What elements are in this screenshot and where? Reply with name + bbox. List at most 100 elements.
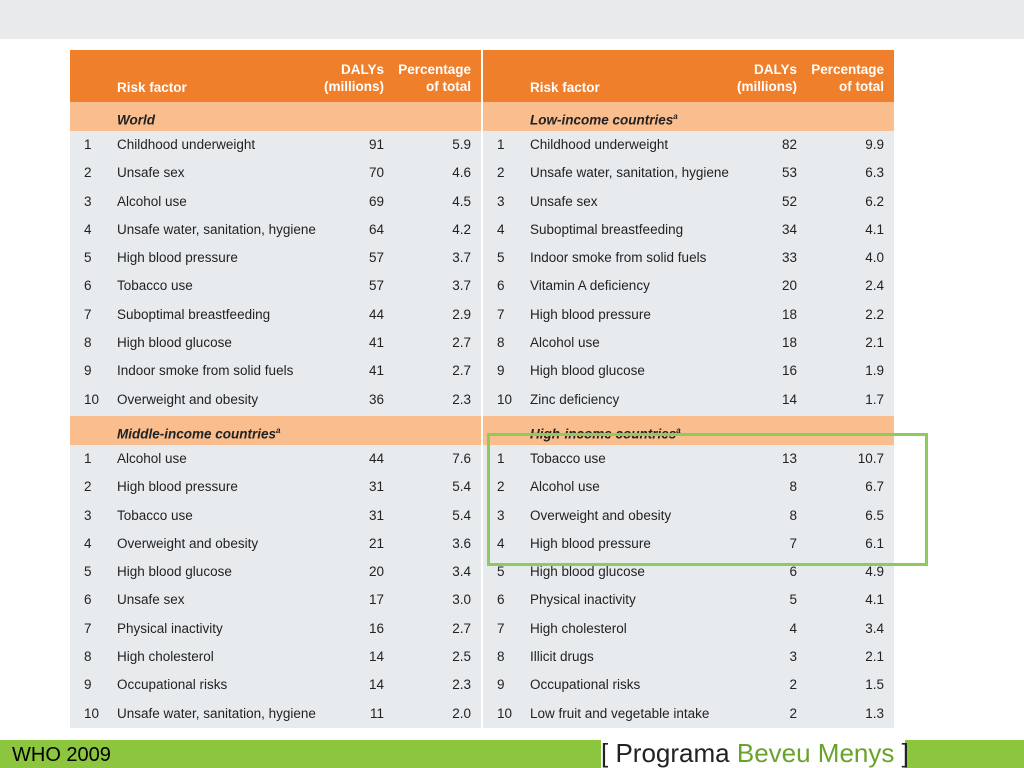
- table-header-right: Risk factor DALYs (millions) Percentage …: [483, 50, 894, 102]
- risk-factor-cell: Physical inactivity: [117, 620, 223, 636]
- dalys-cell: 34: [781, 221, 797, 237]
- percentage-cell: 5.4: [452, 479, 471, 495]
- risk-factor-cell: Physical inactivity: [530, 592, 636, 608]
- table-row: 10 Unsafe water, sanitation, hygiene 11 2.0: [70, 700, 481, 728]
- table-row: 7 Suboptimal breastfeeding 44 2.9: [70, 301, 481, 329]
- percentage-cell: 4.2: [452, 221, 471, 237]
- header-risk-factor: Risk factor: [117, 80, 187, 95]
- dalys-cell: 57: [368, 250, 384, 266]
- rank-cell: 3: [497, 507, 505, 523]
- percentage-cell: 5.9: [452, 137, 471, 152]
- dalys-cell: 3: [789, 649, 797, 665]
- rank-cell: 9: [497, 677, 505, 693]
- rank-cell: 3: [84, 193, 92, 209]
- risk-factor-cell: High blood pressure: [530, 306, 651, 322]
- dalys-cell: 11: [369, 705, 384, 721]
- rank-cell: 9: [84, 363, 92, 379]
- header-dalys: DALYs (millions): [324, 61, 384, 95]
- rank-cell: 4: [84, 535, 92, 551]
- header-percentage: Percentage of total: [811, 61, 884, 95]
- risk-factor-cell: Illicit drugs: [530, 649, 594, 665]
- brand-word-beveu-menys: Beveu Menys: [736, 738, 895, 768]
- percentage-cell: 2.7: [452, 620, 471, 636]
- brand-bracket-open: [: [601, 738, 609, 768]
- table-row: 2 Alcohol use 8 6.7: [483, 473, 894, 501]
- rows-middle-income: 1 Alcohol use 44 7.6 2 High blood pressure 31 5…: [70, 445, 481, 728]
- risk-factor-cell: Unsafe water, sanitation, hygiene: [117, 705, 316, 721]
- percentage-cell: 2.5: [452, 649, 471, 665]
- section-title: Low-income countriesa: [530, 102, 678, 135]
- risk-factor-cell: Tobacco use: [530, 451, 606, 466]
- rank-cell: 2: [497, 165, 505, 181]
- table-header-left: Risk factor DALYs (millions) Percentage …: [70, 50, 481, 102]
- risk-factor-cell: High blood pressure: [530, 535, 651, 551]
- table-row: 5 High blood glucose 6 4.9: [483, 558, 894, 586]
- table-row: 5 High blood glucose 20 3.4: [70, 558, 481, 586]
- percentage-cell: 6.2: [865, 193, 884, 209]
- risk-factor-cell: Overweight and obesity: [530, 507, 672, 523]
- risk-factor-cell: High blood glucose: [530, 564, 645, 580]
- header-pct-line2: of total: [839, 79, 884, 94]
- table-row: 5 Indoor smoke from solid fuels 33 4.0: [483, 244, 894, 272]
- section-title-text: Middle-income countries: [117, 426, 277, 442]
- rank-cell: 2: [497, 479, 505, 495]
- percentage-cell: 5.4: [452, 507, 471, 523]
- table-row: 10 Overweight and obesity 36 2.3: [70, 386, 481, 414]
- percentage-cell: 1.9: [865, 363, 884, 379]
- dalys-cell: 16: [368, 620, 384, 636]
- rank-cell: 8: [84, 649, 92, 665]
- risk-factor-table: Risk factor DALYs (millions) Percentage …: [70, 50, 894, 728]
- dalys-cell: 41: [368, 335, 384, 351]
- risk-factor-cell: Unsafe sex: [117, 165, 185, 181]
- table-row: 7 High blood pressure 18 2.2: [483, 301, 894, 329]
- rows-low-income: 1 Childhood underweight 82 9.9 2 Unsafe water…: [483, 131, 894, 414]
- percentage-cell: 1.7: [865, 391, 884, 407]
- table-row: 3 Unsafe sex 52 6.2: [483, 188, 894, 216]
- section-footnote: a: [673, 112, 678, 121]
- dalys-cell: 41: [368, 363, 384, 379]
- dalys-cell: 14: [368, 649, 384, 665]
- table-row: 2 Unsafe sex 70 4.6: [70, 159, 481, 187]
- header-dalys-line2: (millions): [737, 79, 797, 94]
- table-row: 2 High blood pressure 31 5.4: [70, 473, 481, 501]
- dalys-cell: 16: [781, 363, 797, 379]
- header-pct-line1: Percentage: [811, 62, 884, 77]
- table-row: 6 Unsafe sex 17 3.0: [70, 586, 481, 614]
- table-row: 6 Vitamin A deficiency 20 2.4: [483, 272, 894, 300]
- table-row: 9 Occupational risks 14 2.3: [70, 671, 481, 699]
- dalys-cell: 36: [368, 391, 384, 407]
- rank-cell: 6: [84, 278, 92, 294]
- dalys-cell: 13: [781, 451, 797, 466]
- risk-factor-cell: Suboptimal breastfeeding: [530, 221, 684, 237]
- risk-factor-cell: Overweight and obesity: [117, 535, 259, 551]
- table-row: 4 Unsafe water, sanitation, hygiene 64 4.2: [70, 216, 481, 244]
- section-title: Middle-income countriesa: [117, 416, 280, 449]
- table-row: 3 Alcohol use 69 4.5: [70, 188, 481, 216]
- percentage-cell: 10.7: [857, 451, 884, 466]
- rank-cell: 4: [84, 221, 92, 237]
- dalys-cell: 53: [781, 165, 797, 181]
- percentage-cell: 2.3: [452, 677, 471, 693]
- dalys-cell: 31: [368, 479, 384, 495]
- percentage-cell: 2.1: [865, 335, 884, 351]
- dalys-cell: 21: [368, 535, 384, 551]
- percentage-cell: 3.4: [452, 564, 471, 580]
- risk-factor-cell: Alcohol use: [117, 451, 187, 466]
- section-title: World: [117, 102, 155, 135]
- risk-factor-cell: Zinc deficiency: [530, 391, 620, 407]
- dalys-cell: 33: [781, 250, 797, 266]
- percentage-cell: 3.6: [452, 535, 471, 551]
- percentage-cell: 1.5: [865, 677, 884, 693]
- risk-factor-cell: High blood glucose: [117, 335, 232, 351]
- dalys-cell: 69: [368, 193, 384, 209]
- rank-cell: 7: [497, 620, 505, 636]
- header-risk-factor: Risk factor: [530, 80, 600, 95]
- risk-factor-cell: High cholesterol: [530, 620, 627, 636]
- percentage-cell: 2.0: [452, 705, 471, 721]
- rank-cell: 8: [497, 649, 505, 665]
- percentage-cell: 4.9: [865, 564, 884, 580]
- rank-cell: 2: [84, 479, 92, 495]
- rows-world: 1 Childhood underweight 91 5.9 2 Unsafe sex 70…: [70, 131, 481, 414]
- table-row: 5 High blood pressure 57 3.7: [70, 244, 481, 272]
- highlight-box: [487, 433, 928, 566]
